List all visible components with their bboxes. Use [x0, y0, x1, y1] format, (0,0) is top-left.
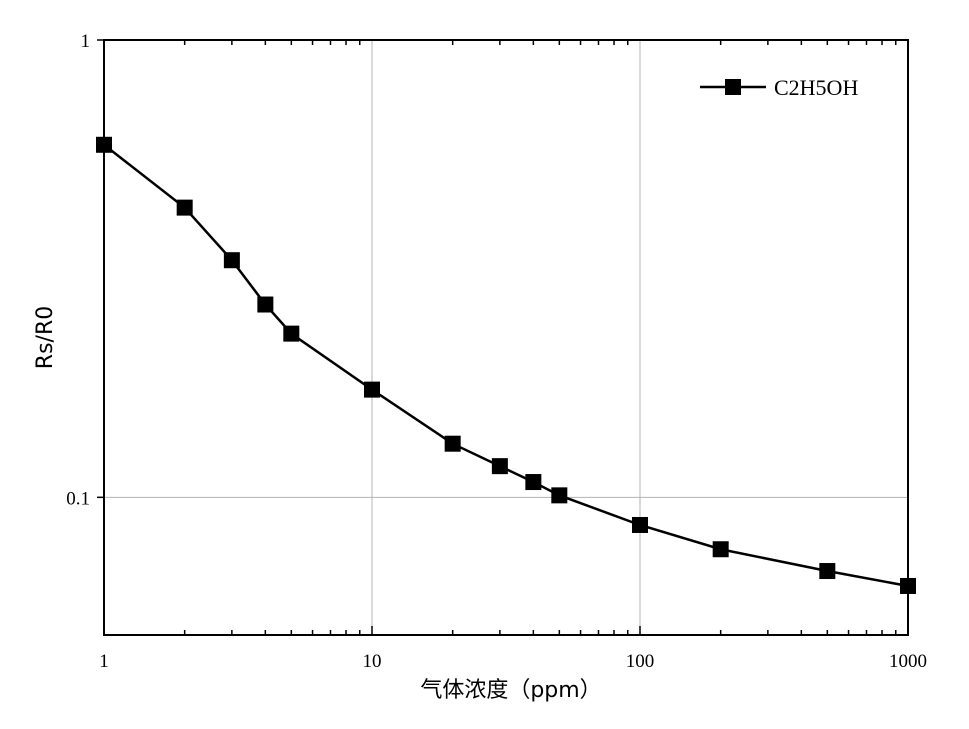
data-point — [176, 199, 193, 216]
data-point — [444, 435, 461, 452]
grid — [104, 40, 908, 635]
series-C2H5OH — [96, 136, 916, 594]
data-point — [819, 563, 836, 580]
series-line — [103, 143, 909, 588]
data-point — [632, 516, 648, 533]
x-tick-label: 10 — [363, 651, 382, 672]
x-tick-label: 1 — [99, 651, 109, 672]
major-ticks — [97, 39, 909, 635]
y-tick-label: 0.1 — [66, 488, 90, 509]
series-layer — [96, 136, 916, 594]
y-axis-title: Rs/R0 — [33, 306, 58, 369]
y-tick-labels: 0.11 — [66, 31, 90, 509]
data-point — [525, 474, 542, 491]
y-tick-label: 1 — [81, 31, 91, 52]
data-point — [257, 296, 274, 313]
x-axis-title: 气体浓度（ppm） — [420, 678, 601, 703]
data-point — [491, 458, 508, 475]
data-point — [900, 577, 916, 594]
legend-marker — [725, 79, 741, 95]
x-tick-labels: 1 10 100 1000 — [99, 651, 927, 672]
x-tick-label: 100 — [626, 651, 655, 672]
data-point — [223, 252, 240, 269]
x-tick-label: 1000 — [889, 651, 927, 672]
data-point — [551, 487, 568, 504]
data-point — [283, 325, 300, 342]
data-point — [364, 381, 380, 398]
legend: C2H5OH — [700, 75, 858, 100]
legend-label: C2H5OH — [774, 75, 858, 100]
data-point — [712, 541, 729, 558]
plot-frame — [103, 39, 909, 636]
data-point — [96, 136, 112, 153]
